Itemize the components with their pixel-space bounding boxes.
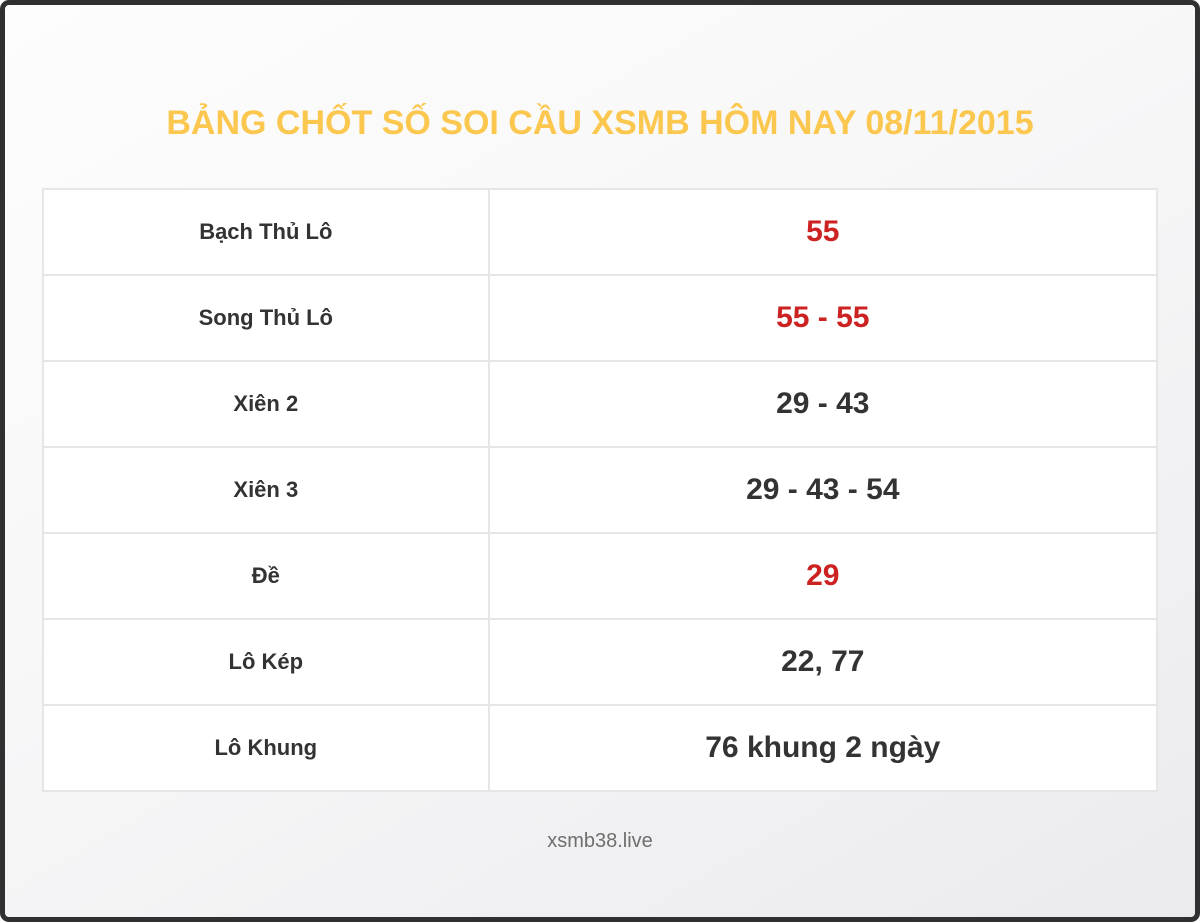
table-row: Đề 29: [42, 532, 1159, 620]
row-label: Đề: [42, 532, 490, 620]
row-label: Bạch Thủ Lô: [42, 188, 490, 276]
prediction-table: Bạch Thủ Lô 55 Song Thủ Lô 55 - 55 Xiên …: [42, 188, 1159, 792]
table-row: Xiên 2 29 - 43: [42, 360, 1159, 448]
row-value: 29: [487, 532, 1159, 620]
table-row: Song Thủ Lô 55 - 55: [42, 274, 1159, 362]
row-value: 55: [487, 188, 1159, 276]
row-label: Xiên 3: [42, 446, 490, 534]
row-value: 55 - 55: [487, 274, 1159, 362]
prediction-table-body: Bạch Thủ Lô 55 Song Thủ Lô 55 - 55 Xiên …: [42, 188, 1159, 792]
row-value: 29 - 43: [487, 360, 1159, 448]
row-value: 22, 77: [487, 618, 1159, 706]
row-label: Song Thủ Lô: [42, 274, 490, 362]
row-label: Lô Kép: [42, 618, 490, 706]
table-row: Lô Khung 76 khung 2 ngày: [42, 704, 1159, 792]
table-row: Lô Kép 22, 77: [42, 618, 1159, 706]
row-label: Lô Khung: [42, 704, 490, 792]
row-label: Xiên 2: [42, 360, 490, 448]
table-row: Bạch Thủ Lô 55: [42, 188, 1159, 276]
row-value: 29 - 43 - 54: [487, 446, 1159, 534]
footer-site-name: xsmb38.live: [547, 830, 653, 852]
table-row: Xiên 3 29 - 43 - 54: [42, 446, 1159, 534]
page-title: BẢNG CHỐT SỐ SOI CẦU XSMB HÔM NAY 08/11/…: [166, 104, 1034, 142]
row-value: 76 khung 2 ngày: [487, 704, 1159, 792]
